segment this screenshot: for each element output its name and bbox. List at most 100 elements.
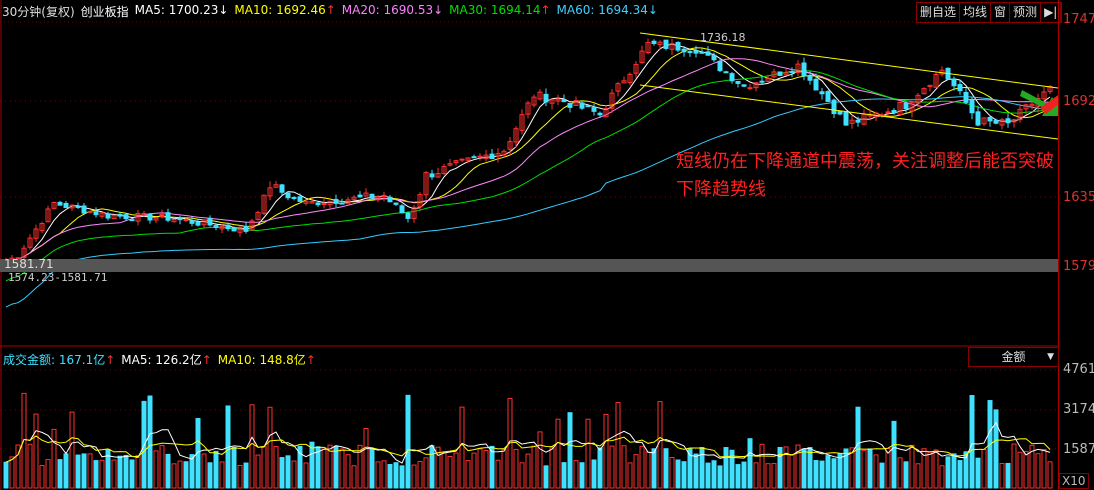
candle-body (531, 96, 537, 106)
volume-bar (603, 413, 609, 489)
candle-body (39, 223, 45, 232)
candle-body (231, 227, 237, 232)
candle-body (897, 102, 903, 116)
ma60-line (5, 96, 1051, 308)
ma30-line (5, 70, 1051, 282)
volume-bar (1029, 444, 1035, 489)
candle-body (381, 194, 387, 198)
candle-body (807, 75, 813, 81)
candle-body (801, 62, 807, 77)
volume-bar (465, 460, 471, 489)
volume-bar (303, 462, 309, 489)
volume-bar (981, 448, 987, 489)
volume-bar (375, 461, 381, 489)
candle-body (993, 120, 999, 124)
candle-body (255, 211, 261, 220)
volume-bar (189, 454, 195, 489)
candle-body (387, 196, 393, 203)
candle-body (207, 217, 213, 226)
candle-body (597, 112, 603, 116)
candle-body (1041, 91, 1047, 100)
candle-body (297, 196, 303, 202)
volume-bar (345, 454, 351, 489)
volume-bar (207, 462, 213, 489)
candle-body (237, 226, 243, 233)
candle-body (717, 60, 723, 72)
analysis-note: 短线仍在下降通道中震荡，关注调整后能否突破下降趋势线 (676, 151, 1054, 200)
candle-body (849, 119, 855, 124)
ma-value: MA60: 1694.34 (556, 3, 648, 17)
ma-button[interactable]: 均线 (960, 3, 992, 22)
ma-value: MA5: 1700.23 (134, 3, 219, 17)
volume-bar (267, 406, 273, 489)
volume-bar (477, 448, 483, 489)
volume-bar (777, 446, 783, 489)
candle-body (1017, 108, 1023, 121)
volume-type-select[interactable]: 金额 ▼ (968, 347, 1059, 367)
volume-bar (315, 446, 321, 489)
volume-bar (123, 454, 129, 489)
candle-body (567, 102, 573, 108)
volume-bar (585, 418, 591, 489)
ma-legend-item: MA20: 1690.53↓ (342, 3, 443, 17)
candle-body (975, 111, 981, 126)
volume-bar (861, 449, 867, 489)
forecast-button[interactable]: 预测 (1010, 3, 1042, 22)
volume-bar (459, 406, 465, 489)
volume-tick: 4761 (1063, 362, 1094, 377)
remove-watchlist-button[interactable]: 删自选 (917, 3, 961, 22)
candle-body (987, 116, 993, 122)
volume-tick: 1587 (1063, 442, 1094, 457)
window-button[interactable]: 窗 (991, 3, 1011, 22)
candle-body (447, 163, 453, 166)
volume-legend: 成交金额: 167.1亿↑ MA5: 126.2亿↑ MA10: 148.8亿↑ (3, 351, 316, 368)
candle-body (213, 225, 219, 229)
index-name: 创业板指 (80, 5, 129, 19)
volume-bar (111, 459, 117, 489)
candle-body (63, 202, 69, 208)
volume-bar (789, 454, 795, 489)
volume-bar (819, 460, 825, 489)
volume-bar (339, 448, 345, 489)
candle-body (339, 202, 345, 205)
peak-label: 1736.18 (700, 31, 746, 44)
ma-legend-item: MA10: 1692.46↑ (234, 3, 335, 17)
volume-bar (975, 457, 981, 489)
volume-bar (615, 402, 621, 489)
candle-body (51, 201, 57, 209)
volume-bar (801, 448, 807, 489)
ma-value: MA30: 1694.14 (449, 3, 541, 17)
candle-body (795, 63, 801, 74)
volume-bar (807, 447, 813, 489)
volume-bar (927, 451, 933, 489)
candle-body (303, 200, 309, 204)
volume-bar (249, 404, 255, 489)
volume-bar (735, 464, 741, 489)
candle-body (957, 84, 963, 92)
volume-bar (219, 461, 225, 489)
volume-bar (699, 447, 705, 489)
candle-body (501, 150, 507, 156)
volume-bar (9, 456, 15, 489)
candle-body (291, 196, 297, 199)
volume-bar (555, 418, 561, 489)
volume-bar (651, 448, 657, 489)
candle-body (687, 51, 693, 54)
volume-bar (171, 463, 177, 489)
candle-body (549, 99, 555, 104)
candle-body (165, 212, 171, 221)
candle-body (891, 110, 897, 114)
candle-body (21, 247, 27, 259)
candle-body (465, 157, 471, 161)
toolbar: 删自选 均线 窗 预测 ▶| (916, 2, 1063, 23)
candle-body (555, 98, 561, 102)
volume-bar (729, 449, 735, 489)
volume-bar (873, 454, 879, 489)
candle-body (765, 78, 771, 83)
volume-bar (957, 460, 963, 489)
candle-body (111, 214, 117, 220)
candle-body (777, 71, 783, 76)
candle-body (69, 204, 75, 209)
volume-bar (399, 465, 405, 489)
collapse-icon[interactable]: ▶| (1041, 3, 1062, 22)
